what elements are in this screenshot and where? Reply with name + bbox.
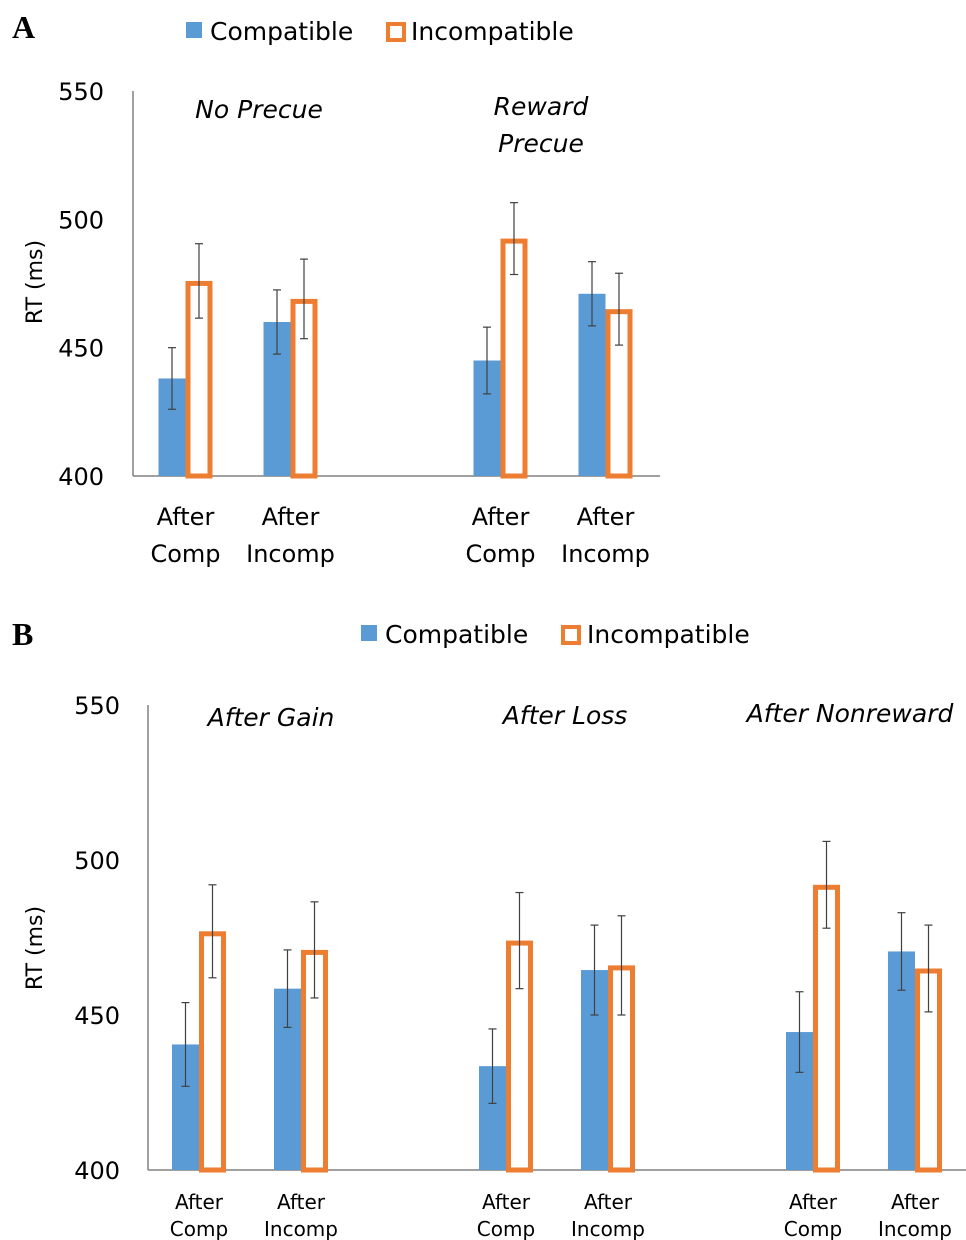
panel-a-group-1-cat-1-x-label-line-2: Comp	[150, 540, 220, 568]
panel-b-y-tick-550: 550	[74, 692, 120, 720]
panel-b-group-2-title: After Loss	[501, 701, 628, 730]
panel-a-group-1-title: No Precue	[195, 95, 323, 124]
panel-a-group-2-cat-2-x-label-line-1: After	[577, 503, 635, 531]
panel-a-group-1-cat-2-x-label-line-2: Incomp	[246, 540, 335, 568]
panel-a-group-2-title-line-2: Precue	[498, 129, 584, 158]
panel-b-group-1-title: After Gain	[206, 703, 335, 732]
panel-a-legend-label-incompatible: Incompatible	[411, 17, 574, 46]
panel-b-group-2-cat-2-x-label-line-2: Incomp	[571, 1217, 645, 1240]
panel-a-y-axis-label: RT (ms)	[23, 240, 48, 324]
panel-a-group-2-cat-1-x-label-line-1: After	[472, 503, 530, 531]
panel-b-legend-swatch-compatible	[361, 625, 377, 641]
panel-b-legend-label-incompatible: Incompatible	[587, 620, 750, 649]
panel-a-legend-swatch-incompatible	[386, 22, 406, 42]
panel-a-y-tick-400: 400	[58, 463, 104, 491]
panel-b-y-axis-label: RT (ms)	[23, 906, 48, 990]
panel-a-group-2-cat-1-x-label-line-2: Comp	[465, 540, 535, 568]
panel-a-letter: A	[12, 9, 35, 45]
panel-b-legend-swatch-incompatible	[561, 625, 581, 645]
panel-b-group-1-cat-1-x-label-line-1: After	[175, 1190, 224, 1214]
panel-b-group-2-cat-1-x-label-line-2: Comp	[477, 1217, 535, 1240]
panel-b-group-2-cat-2-x-label-line-1: After	[584, 1190, 633, 1214]
panel-b-group-3-title: After Nonreward	[745, 699, 954, 728]
panel-a-y-tick-500: 500	[58, 206, 104, 234]
panel-b-y-tick-500: 500	[74, 847, 120, 875]
panel-b-y-tick-450: 450	[74, 1002, 120, 1030]
panel-a-group-2-title-line-1: Reward	[494, 92, 589, 121]
panel-b-group-2-cat-1-x-label-line-1: After	[482, 1190, 531, 1214]
panel-a-y-tick-550: 550	[58, 78, 104, 106]
panel-a-group-1-cat-1-x-label-line-1: After	[157, 503, 215, 531]
panel-a-group-2-cat-1-bar-incompatible	[500, 238, 528, 479]
panel-b-group-3-cat-1-x-label-line-2: Comp	[784, 1217, 842, 1240]
panel-b-group-3-cat-2-x-label-line-1: After	[891, 1190, 940, 1214]
panel-b-letter: B	[12, 616, 33, 652]
panel-a-legend-label-compatible: Compatible	[210, 17, 353, 46]
panel-a-y-tick-450: 450	[58, 335, 104, 363]
panel-b-legend-label-compatible: Compatible	[385, 620, 528, 649]
panel-a-group-2-cat-2-x-label-line-2: Incomp	[561, 540, 650, 568]
panel-b-group-1-cat-1-x-label-line-2: Comp	[170, 1217, 228, 1240]
panel-a-legend-swatch-compatible	[186, 22, 202, 38]
panel-a-group-1-cat-2-x-label-line-1: After	[262, 503, 320, 531]
panel-b-group-3-cat-1-x-label-line-1: After	[789, 1190, 838, 1214]
panel-b-group-3-cat-2-x-label-line-2: Incomp	[878, 1217, 952, 1240]
panel-b-group-1-cat-2-x-label-line-2: Incomp	[264, 1217, 338, 1240]
panel-b-group-3-cat-1-bar-incompatible	[813, 884, 840, 1173]
panel-b-y-tick-400: 400	[74, 1157, 120, 1185]
panel-b-group-1-cat-2-x-label-line-1: After	[277, 1190, 326, 1214]
